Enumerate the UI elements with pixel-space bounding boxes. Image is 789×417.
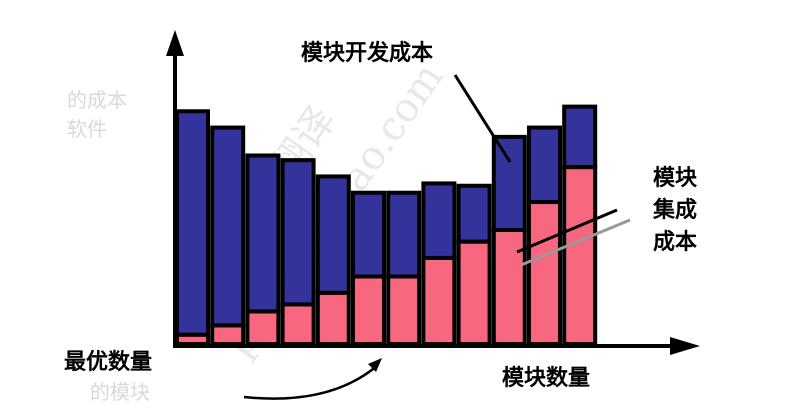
dev-cost-bar-9: [456, 183, 492, 244]
integ-cost-bar-10: [491, 227, 527, 346]
dev-cost-bar-3: [245, 153, 281, 314]
dev-cost-label: 模块开发成本: [301, 40, 433, 66]
integ-cost-bar-7: [386, 274, 422, 346]
x-axis-label: 模块数量: [502, 365, 590, 391]
dev-cost-bar-10: [491, 134, 527, 232]
software-label-2: 软件: [67, 117, 107, 141]
dev-cost-bar-6: [351, 190, 386, 279]
axes: [166, 30, 700, 355]
integ-cost-bar-12: [562, 165, 598, 346]
integ-cost-bar-9: [456, 239, 492, 347]
integ-trend-gray: [520, 218, 631, 267]
dev-cost-pointer: [453, 74, 512, 163]
x-axis-arrow: [670, 337, 700, 355]
optimal-arrow-head: [368, 358, 382, 372]
optimal-label-2: 的模块: [90, 380, 150, 404]
dev-cost-bar-1: [175, 109, 210, 337]
dev-cost-bar-2: [210, 125, 246, 328]
integ-cost-label-3: 成本: [653, 230, 697, 255]
integ-cost-bar-5: [315, 290, 351, 346]
integ-cost-bar-6: [351, 274, 386, 346]
dev-cost-bar-5: [315, 174, 351, 295]
dev-cost-bar-12: [562, 104, 598, 170]
dev-cost-bar-4: [280, 158, 316, 307]
y-axis-arrow: [166, 30, 184, 56]
optimal-label-1: 最优数量: [64, 349, 152, 375]
integ-cost-bar-8: [421, 255, 457, 346]
dev-cost-bar-11: [527, 125, 562, 205]
integ-cost-label-2: 集成: [652, 197, 697, 223]
optimal-arrow: [243, 364, 379, 400]
integ-cost-bar-11: [527, 200, 562, 346]
integ-cost-bar-2: [210, 323, 246, 346]
integ-cost-bar-3: [245, 309, 281, 346]
bars-group: [175, 104, 598, 347]
dev-cost-bar-7: [386, 190, 422, 279]
integ-cost-label-1: 模块: [653, 166, 698, 191]
dev-cost-bar-8: [421, 181, 457, 260]
software-label-1: 的成本: [67, 88, 127, 112]
integ-cost-bar-4: [280, 302, 316, 347]
integ-trend-black: [516, 208, 618, 254]
